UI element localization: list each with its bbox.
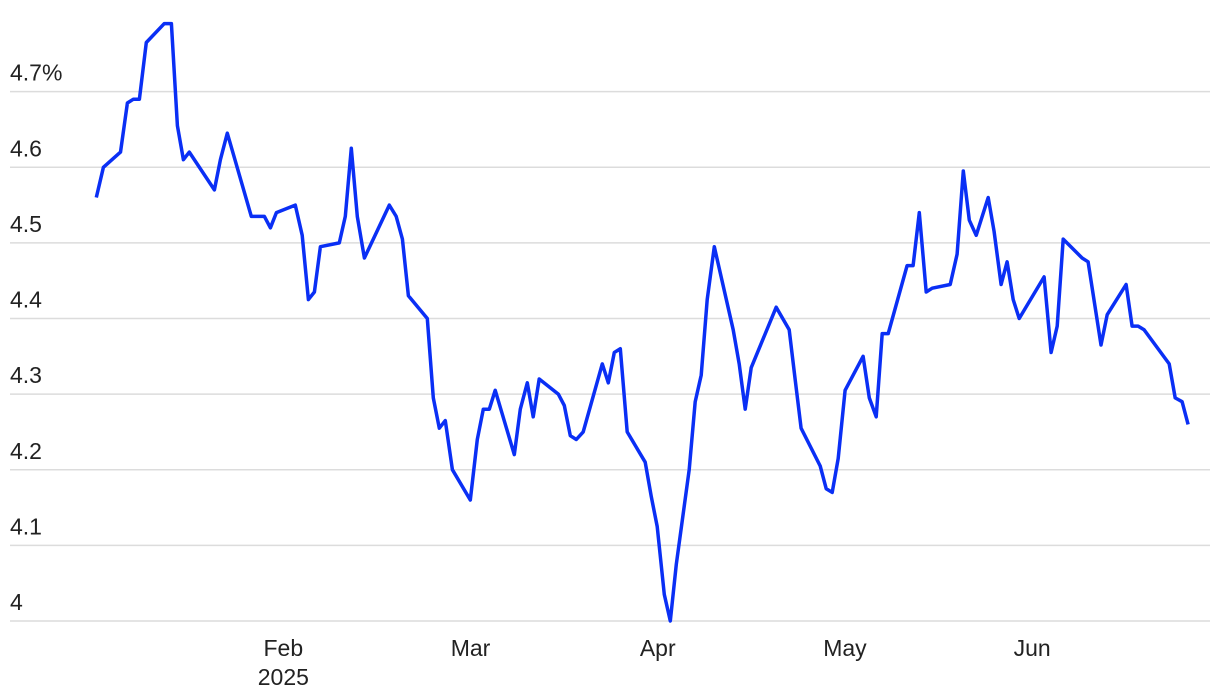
y-tick-label: 4.4 [10,287,42,313]
y-tick-label: 4.1 [10,513,42,539]
x-tick-label: Jun [1014,635,1051,661]
y-tick-label: 4.2 [10,438,42,464]
y-tick-label: 4.7% [10,60,62,86]
x-tick-label: Apr [640,635,676,661]
x-tick-label: Mar [451,635,491,661]
line-series [94,21,1190,623]
year-label: 2025 [258,664,309,690]
y-tick-label: 4.5 [10,211,42,237]
y-tick-label: 4.6 [10,135,42,161]
y-tick-label: 4 [10,589,23,615]
x-tick-label: Feb [264,635,304,661]
y-tick-label: 4.3 [10,362,42,388]
x-tick-label: May [823,635,867,661]
